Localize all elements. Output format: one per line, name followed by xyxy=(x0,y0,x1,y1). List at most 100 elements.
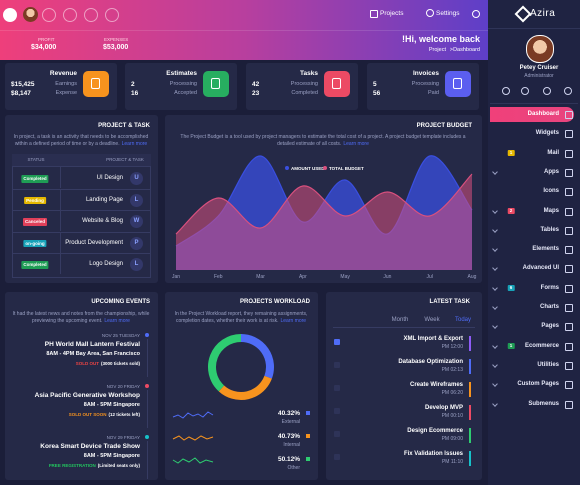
event-time: 8AM - 5PM Singapore xyxy=(83,402,140,408)
profile-action[interactable] xyxy=(502,87,510,95)
row-line xyxy=(12,210,151,211)
menu-item[interactable]: Advanced UI xyxy=(522,265,559,272)
event-name: Korea Smart Device Trade Show xyxy=(40,443,140,450)
header-divider xyxy=(0,30,488,31)
mail-button[interactable] xyxy=(63,8,77,22)
event-line xyxy=(146,339,148,377)
checkbox[interactable] xyxy=(334,339,340,345)
card-desc: detailed estimate of all costs. Learn mor… xyxy=(277,141,369,147)
menu-item[interactable]: Elements xyxy=(532,246,559,253)
status-text: SOLD OUT SOON xyxy=(68,412,107,417)
stat-title: Invoices xyxy=(412,70,439,77)
workload-marker xyxy=(306,434,310,438)
menu-icon xyxy=(565,246,573,255)
event-name: PH World Mall Lantern Festival xyxy=(44,341,140,348)
card-desc: previewing the upcoming event. Learn more xyxy=(32,318,130,324)
task-bar xyxy=(469,359,471,374)
avatar xyxy=(526,35,554,63)
stat-title: Estimates xyxy=(166,70,197,77)
learn-more[interactable]: Learn more xyxy=(280,318,307,324)
search-button[interactable] xyxy=(105,8,119,22)
menu-item[interactable]: Widgets xyxy=(535,130,559,137)
col-line xyxy=(60,253,61,274)
tab[interactable]: Today xyxy=(454,317,472,323)
desc-text: previewing the upcoming event. xyxy=(32,318,103,324)
row-line xyxy=(12,231,151,233)
stat-icon-glyph xyxy=(332,78,341,89)
checkbox[interactable] xyxy=(334,362,340,368)
profile-action[interactable] xyxy=(564,87,572,95)
stat-value: 42 xyxy=(252,81,260,88)
profile-action[interactable] xyxy=(543,87,551,95)
menu-item[interactable]: Icons xyxy=(543,188,559,195)
menu-item[interactable]: Charts xyxy=(539,304,559,310)
checkbox[interactable] xyxy=(334,431,340,437)
stat-icon xyxy=(324,71,350,97)
event-status: SOLD OUT SOON (12 tickets left) xyxy=(69,412,140,418)
event-date: NOV 20 FRIDAY xyxy=(106,384,140,389)
menu-icon xyxy=(565,265,573,274)
task-name: Logo Design xyxy=(89,261,123,267)
card-desc: The Project Budget is a tool used by pro… xyxy=(180,134,466,140)
stat-icon xyxy=(83,71,109,97)
desc-text: within a defined period of time or by a … xyxy=(14,141,120,147)
profile-action[interactable] xyxy=(521,87,529,95)
menu-icon xyxy=(565,226,573,235)
menu-item[interactable]: Submenus xyxy=(528,400,559,407)
brand: Azira xyxy=(530,8,556,19)
col-task: PROJECT & TASK xyxy=(106,157,144,162)
workload-name: Internal xyxy=(283,442,300,448)
menu-item[interactable]: Mail xyxy=(547,149,559,156)
menu-button[interactable] xyxy=(3,8,17,22)
checkbox[interactable] xyxy=(334,385,340,391)
tab[interactable]: Month xyxy=(391,317,409,323)
tab[interactable]: Week xyxy=(424,317,440,323)
card-title: PROJECT & TASK xyxy=(98,123,150,129)
card-title: UPCOMING EVENTS xyxy=(91,299,150,305)
workload-name: External xyxy=(281,419,300,425)
bell-button[interactable] xyxy=(42,8,56,22)
card-desc: completion dates, whether their work is … xyxy=(176,318,306,324)
checkbox[interactable] xyxy=(334,454,340,460)
stat-value: 56 xyxy=(373,90,381,97)
menu-item[interactable]: Tables xyxy=(540,226,559,233)
status-badge: Canceled xyxy=(22,218,48,226)
profit-label: PROFIT xyxy=(38,37,55,42)
fullscreen-button[interactable] xyxy=(84,8,98,22)
task-initial: P xyxy=(134,239,139,246)
settings-link[interactable]: Settings xyxy=(436,10,460,17)
menu-item[interactable]: Dashboard xyxy=(527,111,559,117)
menu-item[interactable]: Maps xyxy=(543,207,559,214)
task-time: PM 11:10 xyxy=(441,459,463,465)
menu-icon xyxy=(565,168,573,177)
col-line xyxy=(60,167,61,188)
menu-item[interactable]: Ecommerce xyxy=(524,342,559,349)
menu-icon xyxy=(565,188,573,197)
events-card xyxy=(5,292,158,480)
crumb-project[interactable]: Project xyxy=(428,47,446,53)
projects-link[interactable]: Projects xyxy=(380,10,404,17)
desc-text: detailed estimate of all costs. xyxy=(277,141,342,147)
task-initial-bg xyxy=(130,172,143,185)
status-text: SOLD OUT xyxy=(75,361,99,366)
learn-more[interactable]: Learn more xyxy=(104,318,130,324)
card-desc: within a defined period of time or by a … xyxy=(15,141,147,147)
sidebar-divider xyxy=(490,103,578,104)
learn-more[interactable]: Learn more xyxy=(343,141,369,147)
card-title: PROJECTS WORKLOAD xyxy=(239,299,310,305)
menu-icon xyxy=(565,284,573,293)
checkbox[interactable] xyxy=(334,408,340,414)
menu-icon xyxy=(565,342,573,351)
menu-badge: 1 xyxy=(507,342,515,350)
learn-more[interactable]: Learn more xyxy=(121,141,148,147)
status-text: FREE REGISTRATION xyxy=(48,463,96,468)
menu-item[interactable]: Custom Pages xyxy=(517,381,559,388)
welcome: !Hi, welcome back xyxy=(401,34,480,44)
avatar-small[interactable] xyxy=(23,7,38,22)
menu-item[interactable]: Apps xyxy=(544,168,559,175)
menu-item[interactable]: Pages xyxy=(541,323,559,330)
stat-value: 2 xyxy=(131,81,135,88)
menu-item[interactable]: Forms xyxy=(540,284,559,291)
menu-item[interactable]: Utilities xyxy=(537,361,559,368)
table-head xyxy=(12,154,151,167)
